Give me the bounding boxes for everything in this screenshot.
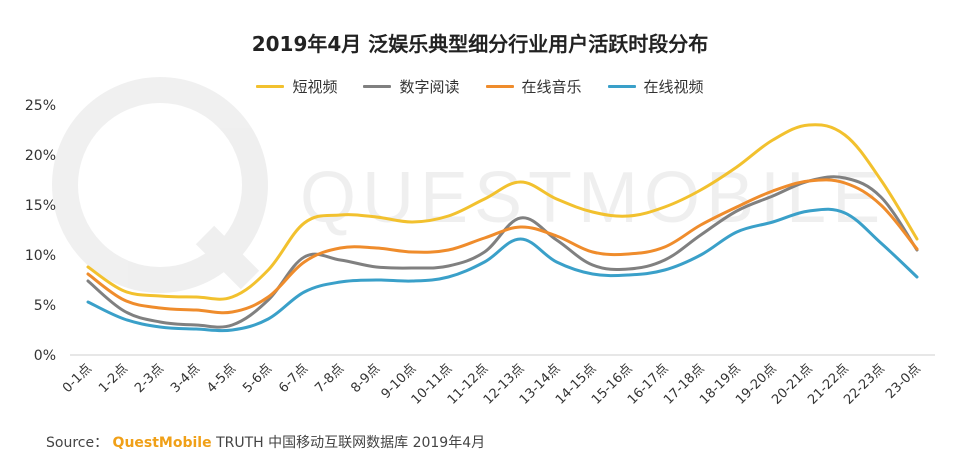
x-tick-label: 4-5点 — [204, 361, 239, 396]
x-tick-label: 2-3点 — [132, 361, 167, 396]
y-tick-label: 25% — [25, 98, 56, 114]
x-tick-label: 23-0点 — [883, 361, 924, 402]
series-layer — [86, 123, 919, 333]
legend-label: 在线视频 — [643, 78, 704, 96]
legend-item: 在线音乐 — [485, 76, 582, 97]
watermark: QUESTMOBILE — [52, 77, 886, 293]
legend-item: 短视频 — [256, 76, 337, 97]
x-tick-label: 1-2点 — [96, 361, 131, 396]
watermark-logo — [52, 77, 268, 293]
x-tick-label: 0-1点 — [60, 361, 95, 396]
series-line-2 — [86, 178, 919, 315]
source-prefix: Source： — [46, 435, 109, 451]
y-tick-labels: 0% 5% 10% 15% 20% 25% — [25, 98, 56, 364]
legend-label: 在线音乐 — [521, 78, 582, 96]
series-line-3 — [86, 207, 919, 333]
chart-title: 2019年4月 泛娱乐典型细分行业用户活跃时段分布 — [251, 32, 709, 56]
x-tick-label: 3-4点 — [168, 361, 203, 396]
y-tick-label: 15% — [25, 198, 56, 214]
x-tick-label: 5-6点 — [240, 361, 275, 396]
y-tick-label: 20% — [25, 148, 56, 164]
y-tick-label: 5% — [34, 298, 56, 314]
legend-label: 短视频 — [292, 78, 338, 96]
legend: 短视频 数字阅读 在线音乐 在线视频 — [0, 76, 960, 97]
watermark-text: QUESTMOBILE — [300, 158, 886, 238]
x-tick-label: 6-7点 — [276, 361, 311, 396]
legend-swatch — [363, 85, 392, 88]
source-brand: QuestMobile — [112, 435, 212, 451]
watermark-logo-tail — [195, 225, 260, 290]
series-line-0 — [86, 123, 919, 301]
y-tick-label: 0% — [34, 348, 56, 364]
legend-item: 数字阅读 — [363, 76, 460, 97]
source-note: Source： QuestMobile TRUTH 中国移动互联网数据库 201… — [46, 432, 485, 452]
legend-label: 数字阅读 — [399, 78, 460, 96]
legend-item: 在线视频 — [607, 76, 704, 97]
x-tick-label: 22-23点 — [841, 361, 888, 408]
x-tick-label: 7-8点 — [312, 361, 347, 396]
source-suffix: TRUTH 中国移动互联网数据库 2019年4月 — [216, 435, 486, 451]
legend-swatch — [607, 85, 636, 88]
x-tick-labels: 0-1点 1-2点 2-3点 3-4点 4-5点 5-6点 6-7点 7-8点 8-9点9-10… — [60, 361, 924, 408]
legend-swatch — [485, 85, 514, 88]
legend-swatch — [256, 85, 285, 88]
y-tick-label: 10% — [25, 248, 56, 264]
